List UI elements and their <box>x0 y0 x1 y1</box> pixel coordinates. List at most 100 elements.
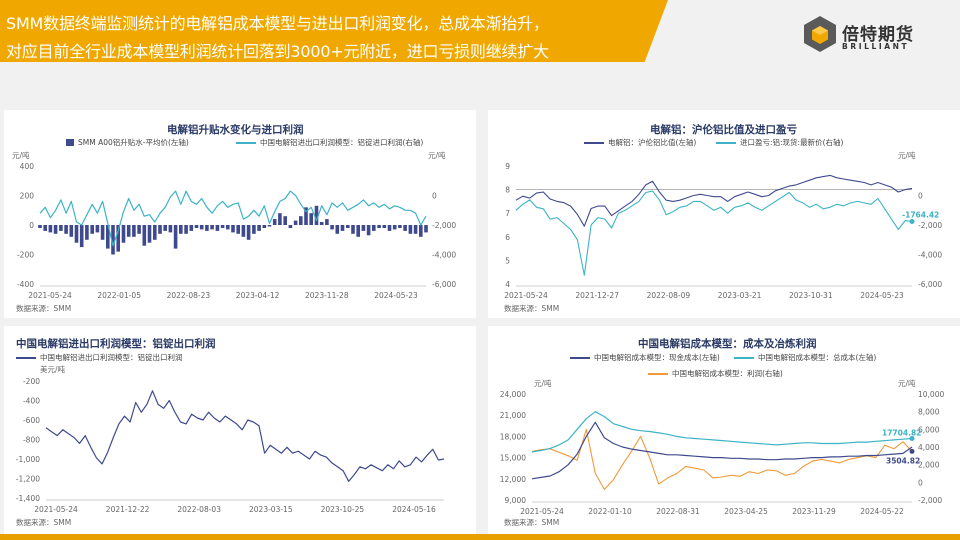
logo-subtitle: BRILLIANT <box>842 42 910 51</box>
title-line-2: 对应目前全行业成本模型利润统计回落到3000+元附近，进口亏损则继续扩大 <box>6 42 549 61</box>
x-tick-label: 2022-01-05 <box>97 291 141 300</box>
premium-bar <box>38 225 42 228</box>
premium-bar <box>387 225 392 231</box>
y-tick-label-right: -2,000 <box>918 221 942 230</box>
left-unit-label: 元/吨 <box>12 150 30 160</box>
y-tick-label-left: 15,000 <box>500 454 526 463</box>
x-tick-label: 2022-08-23 <box>167 291 211 300</box>
premium-bar <box>126 225 131 237</box>
premium-bar <box>346 225 350 228</box>
premium-bar <box>163 225 167 231</box>
premium-bar <box>226 225 230 230</box>
x-tick-label: 2023-10-31 <box>789 291 833 300</box>
x-tick-label: 2022-08-03 <box>177 505 221 514</box>
premium-bar <box>236 225 240 234</box>
legend-item: SMM A00铝升贴水-平均价(左轴) <box>66 137 189 148</box>
x-tick-label: 2023-11-29 <box>792 507 836 516</box>
y-tick-label-right: 8,000 <box>918 408 940 417</box>
data-source: 数据来源：SMM <box>16 304 72 313</box>
right-unit-label: 元/吨 <box>428 150 446 160</box>
x-tick-label: 2021-05-24 <box>504 291 548 300</box>
x-tick-label: 2024-05-23 <box>374 291 418 300</box>
end-point-marker <box>909 219 915 225</box>
premium-bar <box>53 225 58 234</box>
legend-item: 中国电解铝成本模型：现金成本(左轴) <box>570 352 720 363</box>
x-tick-label: 2021-05-24 <box>34 505 78 514</box>
data-source: 数据来源：SMM <box>504 304 560 313</box>
end-value-label: 17704.82 <box>882 428 921 437</box>
x-tick-label: 2021-12-27 <box>575 291 619 300</box>
premium-bar <box>314 205 319 225</box>
y-tick-label-left: 9 <box>505 162 510 171</box>
premium-bar <box>95 225 100 233</box>
x-tick-label: 2022-08-31 <box>656 507 700 516</box>
y-tick-label-left: -200 <box>23 377 40 386</box>
profit-line <box>531 428 913 490</box>
company-logo: 倍特期货 BRILLIANT <box>800 14 930 54</box>
premium-bar <box>137 225 141 234</box>
premium-bar <box>106 225 110 249</box>
premium-bar <box>319 222 324 225</box>
premium-bar <box>361 225 366 231</box>
chart-1-svg: 元/吨 元/吨 400 200 0 -200 -400 0 -2,000 -4,000 -6,000… <box>12 150 456 300</box>
title-line-1: SMM数据终端监测统计的电解铝成本模型与进出口利润变化，总成本渐抬升， <box>6 14 549 33</box>
x-tick-label: 2024-05-22 <box>860 507 904 516</box>
x-tick-label: 2023-03-21 <box>718 291 762 300</box>
x-tick-label: 2021-05-24 <box>520 507 564 516</box>
y-tick-label-left: 9,000 <box>505 496 527 505</box>
legend-label: 进口盈亏:铝:现货:最新价(右轴) <box>740 138 844 147</box>
premium-bar <box>205 225 209 231</box>
y-tick-label-left: -1,200 <box>16 475 40 484</box>
chart-panel-export-profit: 中国电解铝进出口利润模型：铝锭出口利润 中国电解铝进出口利润模型：铝锭出口利润 … <box>4 326 476 536</box>
y-tick-label-left: 5 <box>505 256 510 265</box>
y-tick-label-left: -400 <box>17 280 34 289</box>
y-tick-label-right: 2,000 <box>918 461 940 470</box>
premium-bar <box>267 225 272 227</box>
premium-bar <box>215 225 220 231</box>
premium-bar <box>262 225 267 228</box>
legend-label: 中国电解铝进出口利润模型：铝锭出口利润 <box>40 353 183 362</box>
premium-bar <box>335 225 340 234</box>
chart-4-svg: 元/吨 元/吨 24,000 21,000 18,000 15,000 12,000 9,00… <box>500 378 945 516</box>
premium-bar <box>179 225 183 234</box>
premium-bar <box>79 225 84 248</box>
premium-bar <box>199 225 204 230</box>
y-tick-label-left: 21,000 <box>500 411 526 420</box>
premium-bar <box>121 225 126 243</box>
left-unit-label: 美元/吨 <box>40 364 66 374</box>
premium-bar <box>351 225 355 234</box>
chart-title: 中国电解铝进出口利润模型：铝锭出口利润 <box>16 338 216 350</box>
legend-label: 电解铝：沪伦铝比值(左轴) <box>608 138 697 147</box>
total-cost-line <box>531 411 913 453</box>
shfe-lme-ratio-line <box>515 174 913 227</box>
x-tick-label: 2023-03-15 <box>249 505 293 514</box>
x-tick-label: 2023-10-25 <box>321 505 365 514</box>
chart-panel-cost-profit: 中国电解铝成本模型：成本及冶炼利润 中国电解铝成本模型：现金成本(左轴) 中国电… <box>488 326 960 536</box>
y-tick-label-left: 200 <box>20 192 35 201</box>
chart-title: 中国电解铝成本模型：成本及冶炼利润 <box>638 338 817 350</box>
bottom-accent-bar <box>0 534 960 540</box>
y-tick-label-left: 6 <box>505 233 510 242</box>
y-tick-label-left: 24,000 <box>500 390 526 399</box>
y-tick-label-right: -2,000 <box>432 221 456 230</box>
premium-bar <box>111 225 115 255</box>
premium-bar <box>272 219 277 225</box>
chart-panel-premium-import-profit: 电解铝升贴水变化与进口利润 SMM A00铝升贴水-平均价(左轴) 中国电解铝进… <box>4 110 476 318</box>
premium-bar <box>366 225 371 236</box>
premium-bar <box>304 207 308 225</box>
title-banner: SMM数据终端监测统计的电解铝成本模型与进出口利润变化，总成本渐抬升， 对应目前… <box>0 0 668 62</box>
premium-bar <box>257 225 261 231</box>
premium-bar <box>142 225 147 246</box>
y-tick-label-right: 6,000 <box>918 425 940 434</box>
premium-bar <box>309 213 313 225</box>
premium-bar <box>153 225 157 240</box>
y-tick-label-right: -4,000 <box>432 251 456 260</box>
premium-bar <box>147 225 152 243</box>
chart-title: 电解铝升贴水变化与进口利润 <box>167 124 304 136</box>
premium-bar <box>408 225 413 234</box>
y-tick-label-left: 18,000 <box>500 432 526 441</box>
y-tick-label-right: 0 <box>918 478 923 487</box>
end-value-label: -1764.42 <box>902 211 939 220</box>
y-tick-label-left: 7 <box>505 209 510 218</box>
